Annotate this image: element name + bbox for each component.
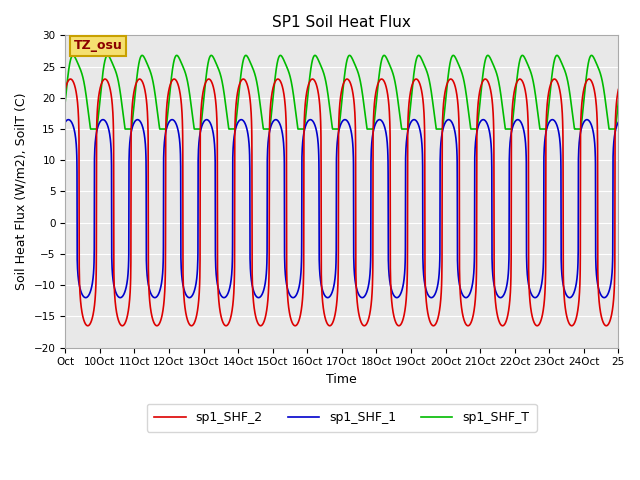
Legend: sp1_SHF_2, sp1_SHF_1, sp1_SHF_T: sp1_SHF_2, sp1_SHF_1, sp1_SHF_T xyxy=(147,404,537,432)
sp1_SHF_T xyxy=(162,126,170,132)
sp1_SHF_1 xyxy=(393,295,401,300)
sp1_SHF_T xyxy=(61,98,69,104)
sp1_SHF_1 xyxy=(421,283,429,288)
X-axis label: Time: Time xyxy=(326,373,357,386)
sp1_SHF_T xyxy=(474,118,482,124)
sp1_SHF_2 xyxy=(516,76,524,82)
sp1_SHF_1 xyxy=(162,129,170,134)
sp1_SHF_2 xyxy=(474,101,482,107)
Y-axis label: Soil Heat Flux (W/m2), SoilT (C): Soil Heat Flux (W/m2), SoilT (C) xyxy=(15,93,28,290)
sp1_SHF_2 xyxy=(61,86,69,92)
sp1_SHF_2 xyxy=(393,322,401,327)
sp1_SHF_1 xyxy=(614,119,622,125)
sp1_SHF_1 xyxy=(273,117,280,123)
Text: TZ_osu: TZ_osu xyxy=(74,39,122,52)
sp1_SHF_T xyxy=(87,126,95,132)
Line: sp1_SHF_T: sp1_SHF_T xyxy=(65,55,618,129)
sp1_SHF_2 xyxy=(395,323,403,329)
sp1_SHF_2 xyxy=(421,275,429,281)
sp1_SHF_T xyxy=(273,63,280,69)
sp1_SHF_1 xyxy=(61,119,69,125)
sp1_SHF_2 xyxy=(614,86,622,92)
Title: SP1 Soil Heat Flux: SP1 Soil Heat Flux xyxy=(273,15,412,30)
sp1_SHF_T xyxy=(553,52,561,58)
sp1_SHF_1 xyxy=(531,295,539,300)
sp1_SHF_T xyxy=(516,56,524,62)
sp1_SHF_1 xyxy=(474,124,482,130)
sp1_SHF_1 xyxy=(516,118,524,124)
sp1_SHF_2 xyxy=(550,76,558,82)
sp1_SHF_T xyxy=(614,98,622,104)
sp1_SHF_T xyxy=(393,92,401,97)
sp1_SHF_1 xyxy=(134,117,141,122)
sp1_SHF_T xyxy=(421,64,429,70)
Line: sp1_SHF_1: sp1_SHF_1 xyxy=(65,120,618,298)
sp1_SHF_2 xyxy=(273,77,280,83)
Line: sp1_SHF_2: sp1_SHF_2 xyxy=(65,79,618,326)
sp1_SHF_2 xyxy=(162,128,170,133)
